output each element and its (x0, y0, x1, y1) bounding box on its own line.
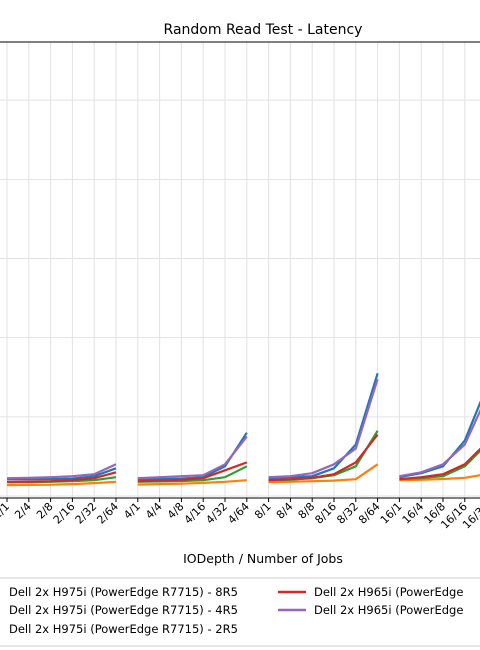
series-line-5-group-3 (268, 378, 379, 479)
x-tick-label: 8/64 (356, 500, 383, 527)
series-line-2-group-4 (399, 474, 480, 482)
x-tick-label: 2/1 (0, 500, 12, 522)
series-line-2-group-1 (6, 480, 117, 487)
series-line-5-group-2 (137, 435, 248, 480)
x-tick-label: 8/1 (252, 500, 274, 522)
legend-label: Dell 2x H975i (PowerEdge R7715) - 8R5 (9, 585, 238, 599)
x-tick-label: 8/16 (312, 500, 339, 527)
legend-label: Dell 2x H975i (PowerEdge R7715) - 4R5 (9, 603, 238, 617)
series-line-4-group-1 (6, 471, 117, 483)
series-line-2-group-3 (268, 463, 379, 484)
series-line-1-group-3 (268, 372, 379, 480)
series-line-2-group-2 (137, 479, 247, 486)
legend-label: Dell 2x H965i (PowerEdge (314, 585, 463, 599)
series-line-5-group-4 (399, 408, 480, 478)
x-tick-label: 8/32 (334, 500, 361, 527)
grid-layer (0, 42, 480, 498)
x-axis-label: IODepth / Number of Jobs (183, 551, 343, 566)
series-line-4-group-4 (399, 447, 480, 481)
series-line-5-group-1 (6, 463, 117, 480)
legend: Dell 2x H975i (PowerEdge R7715) - 8R5 Del… (0, 577, 480, 647)
x-tick-label: 4/32 (203, 500, 230, 527)
series-layer (6, 372, 480, 487)
x-tick-label: 8/4 (274, 500, 296, 522)
series-line-1-group-1 (7, 467, 117, 481)
x-tick-label: 2/4 (12, 500, 34, 522)
x-tick-label: 4/16 (182, 500, 209, 527)
legend-label: Dell 2x H975i (PowerEdge R7715) - 2R5 (9, 622, 238, 636)
x-tick-label: 2/16 (51, 500, 78, 527)
x-tick-label: 2/64 (94, 500, 121, 527)
x-tick-label: 16/1 (378, 500, 405, 527)
x-tick-label: 4/4 (143, 500, 165, 522)
series-line-4-group-2 (137, 461, 248, 483)
series-line-4-group-3 (268, 433, 379, 482)
x-tick-label: 16/4 (400, 500, 427, 527)
x-tick-label: 4/1 (121, 500, 143, 522)
x-tick-label: 2/32 (73, 500, 100, 527)
x-tick-label: 4/64 (225, 500, 252, 527)
chart-title: Random Read Test - Latency (164, 22, 363, 38)
legend-frame (0, 577, 480, 647)
legend-label: Dell 2x H965i (PowerEdge (314, 603, 463, 617)
